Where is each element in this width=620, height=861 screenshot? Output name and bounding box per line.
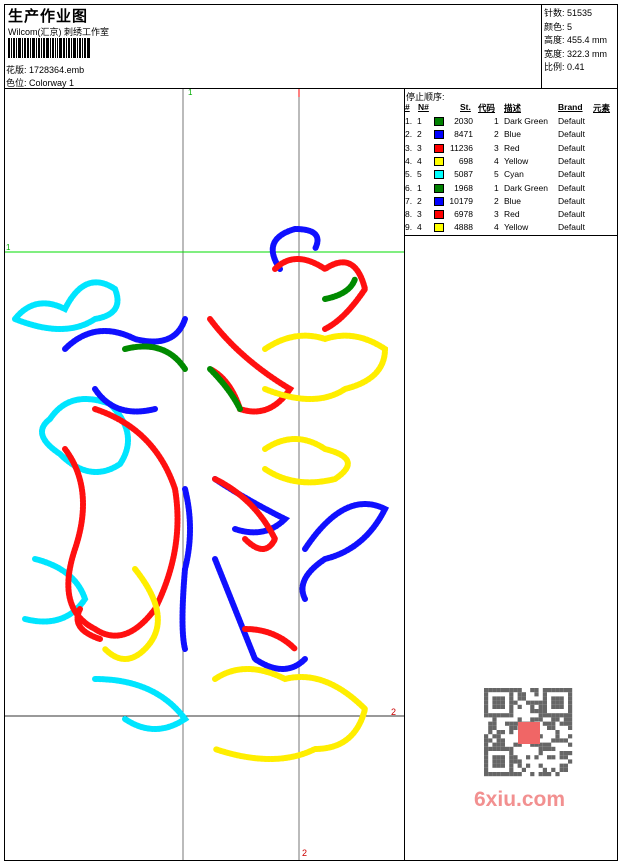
column-header: Brand	[558, 102, 583, 112]
guide-label: 1	[6, 243, 11, 252]
color-swatch	[434, 156, 444, 166]
color-swatch	[434, 210, 444, 220]
table-row: 4. 4 698 4 Yellow Default	[405, 155, 585, 166]
design-preview	[5, 89, 404, 860]
qr-code-watermark	[480, 685, 575, 780]
colorway: 色位: Colorway 1	[6, 78, 75, 88]
guide-label: 2	[302, 848, 308, 858]
divider	[404, 235, 618, 236]
table-caption: 停止顺序:	[406, 92, 445, 102]
color-swatch	[434, 130, 444, 140]
stat-item: 高度: 455.4 mm	[544, 35, 608, 45]
divider	[4, 88, 618, 89]
stat-item: 比例: 0.41	[544, 62, 585, 72]
stat-item: 颜色: 5	[544, 21, 573, 32]
table-row: 3. 3 11236 3 Red Default	[405, 142, 585, 153]
table-row: 8. 3 6978 3 Red Default	[405, 209, 585, 220]
column-header: 代码	[478, 103, 496, 113]
barcode	[8, 38, 118, 58]
divider	[404, 88, 405, 861]
embroidery-design	[12, 225, 390, 762]
column-header: N#	[418, 102, 429, 112]
divider	[541, 4, 542, 88]
design-file: 花版: 1728364.emb	[6, 65, 85, 75]
guide-label: 2	[391, 707, 397, 717]
table-header: # N# St. 代码 描述 Brand 元素	[405, 102, 618, 115]
watermark-text: 6xiu.com	[474, 788, 566, 811]
table-row: 6. 1 1968 1 Dark Green Default	[405, 182, 585, 193]
color-swatch	[434, 223, 444, 233]
color-swatch	[434, 143, 444, 153]
table-row: 5. 5 5087 5 Cyan Default	[405, 169, 585, 180]
color-swatch	[434, 170, 444, 180]
company-name: Wilcom(汇京) 刺绣工作室	[8, 27, 109, 37]
color-swatch	[434, 183, 444, 193]
table-row: 2. 2 8471 2 Blue Default	[405, 129, 585, 140]
stat-item: 针数: 51535	[544, 8, 593, 18]
column-header: St.	[460, 102, 471, 112]
column-header: 描述	[504, 103, 522, 113]
table-row: 9. 4 4888 4 Yellow Default	[405, 222, 585, 233]
table-row: 1. 1 2030 1 Dark Green Default	[405, 116, 585, 126]
color-swatch	[434, 196, 444, 206]
table-row: 7. 2 10179 2 Blue Default	[405, 195, 585, 206]
color-swatch	[434, 117, 444, 126]
page-title: 生产作业图	[8, 8, 89, 25]
guide-label: 1	[188, 88, 193, 97]
column-header: 元素	[593, 103, 611, 113]
stat-item: 宽度: 322.3 mm	[544, 48, 608, 59]
column-header: #	[405, 102, 410, 112]
